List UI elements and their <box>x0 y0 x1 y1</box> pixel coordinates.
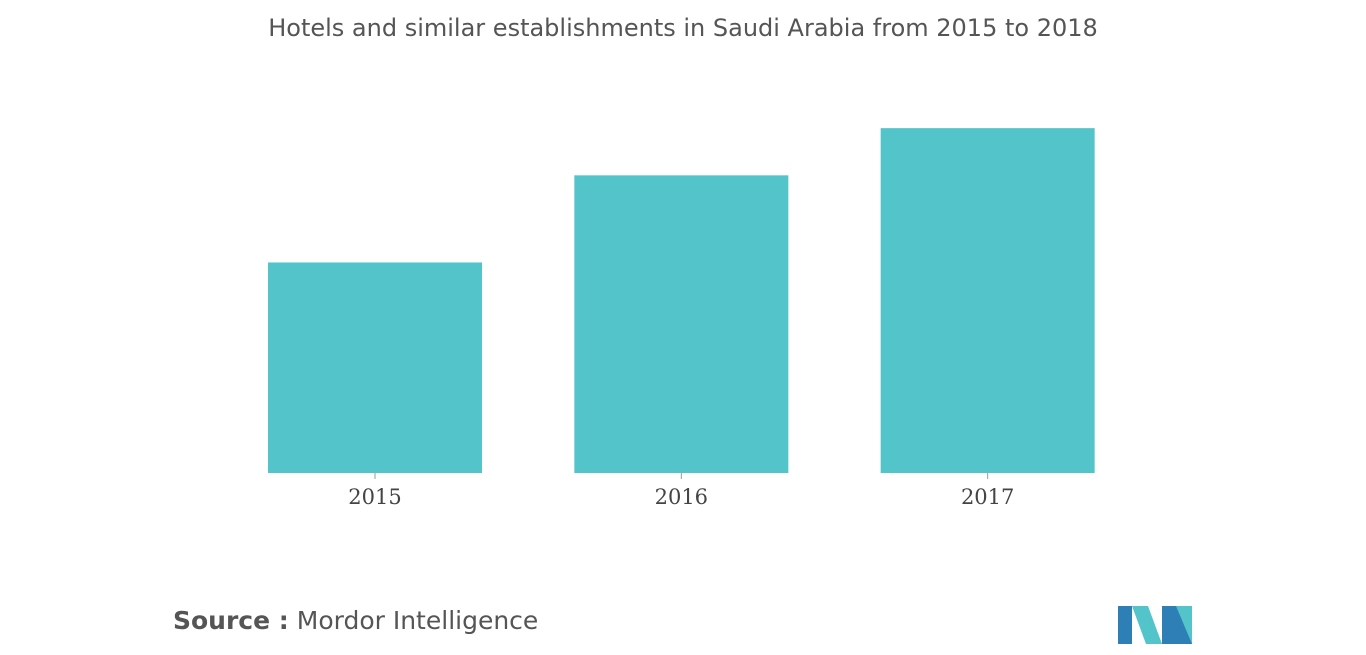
source-note: Source : Mordor Intelligence <box>173 606 538 635</box>
chart-title: Hotels and similar establishments in Sau… <box>268 14 1098 42</box>
bar-2015 <box>268 262 482 473</box>
tick-label-2017: 2017 <box>961 485 1014 509</box>
source-value: Mordor Intelligence <box>296 606 539 635</box>
x-axis-ticks: 2015 2016 2017 <box>348 473 1014 509</box>
bars-group <box>268 128 1095 473</box>
bar-2017 <box>880 128 1095 473</box>
tick-label-2016: 2016 <box>655 485 708 509</box>
tick-label-2015: 2015 <box>348 485 401 509</box>
bar-2016 <box>574 175 789 473</box>
chart: Hotels and similar establishments in Sau… <box>268 14 1098 509</box>
source-label: Source : <box>173 606 289 635</box>
mordor-intelligence-logo-icon <box>1118 606 1192 644</box>
